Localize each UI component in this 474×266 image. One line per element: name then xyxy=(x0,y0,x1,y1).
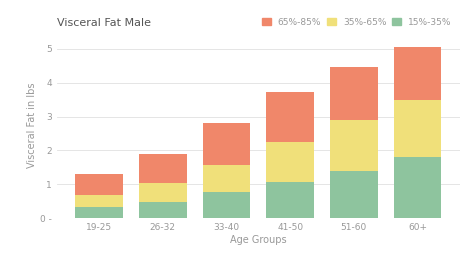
Bar xyxy=(75,174,123,195)
Legend: 65%-85%, 35%-65%, 15%-35%: 65%-85%, 35%-65%, 15%-35% xyxy=(258,14,455,30)
Bar xyxy=(330,67,378,120)
Bar xyxy=(266,142,314,182)
Bar xyxy=(266,92,314,142)
Bar xyxy=(139,154,187,183)
Text: Visceral Fat Male: Visceral Fat Male xyxy=(57,18,151,28)
X-axis label: Age Groups: Age Groups xyxy=(230,235,287,245)
Bar xyxy=(75,195,123,207)
Bar xyxy=(139,183,187,202)
Bar xyxy=(202,123,250,165)
Bar xyxy=(139,202,187,218)
Bar xyxy=(75,207,123,218)
Bar xyxy=(202,165,250,192)
Bar xyxy=(394,47,441,100)
Bar xyxy=(202,192,250,218)
Bar xyxy=(266,182,314,218)
Bar xyxy=(330,171,378,218)
Bar xyxy=(394,100,441,156)
Bar xyxy=(394,156,441,218)
Bar xyxy=(330,120,378,171)
Y-axis label: Visceral Fat in lbs: Visceral Fat in lbs xyxy=(27,82,37,168)
